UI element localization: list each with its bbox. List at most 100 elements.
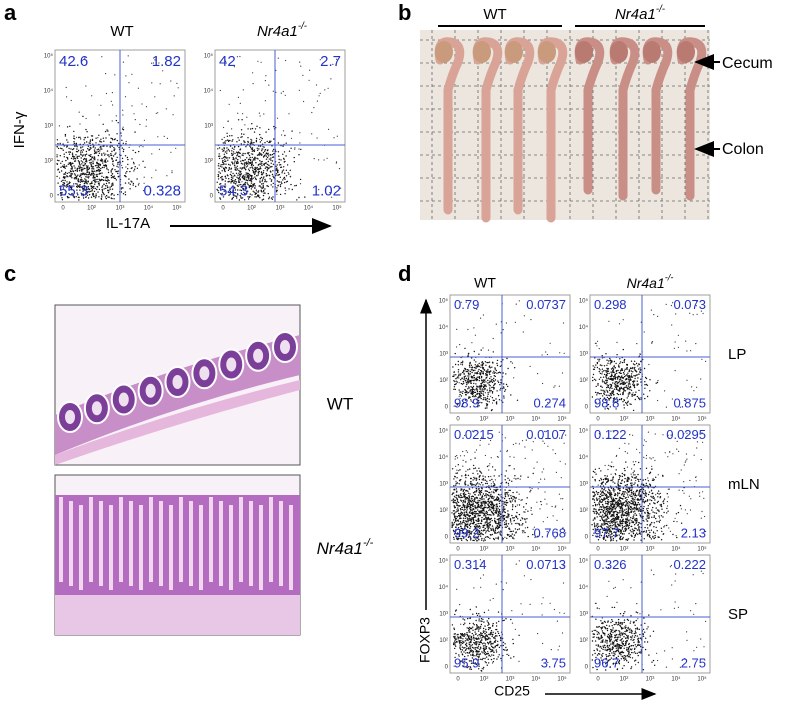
cell-dot xyxy=(74,161,75,162)
cell-dot xyxy=(470,520,471,521)
cell-dot xyxy=(455,374,456,375)
cell-dot xyxy=(127,157,128,158)
cell-dot xyxy=(101,141,102,142)
cell-dot xyxy=(503,383,504,384)
cell-dot xyxy=(478,483,479,484)
cell-dot xyxy=(623,404,624,405)
cell-dot xyxy=(632,395,633,396)
cell-dot xyxy=(484,385,485,386)
cell-dot xyxy=(282,171,283,172)
cell-dot xyxy=(264,181,265,182)
cell-dot xyxy=(224,154,225,155)
cell-dot xyxy=(604,521,605,522)
cell-dot xyxy=(222,160,223,161)
cell-dot xyxy=(666,512,667,513)
cell-dot xyxy=(99,114,100,115)
cell-dot xyxy=(61,170,62,171)
cell-dot xyxy=(457,472,458,473)
cell-dot xyxy=(472,377,473,378)
cell-dot xyxy=(504,498,505,499)
cell-dot xyxy=(102,189,103,190)
cell-dot xyxy=(105,161,106,162)
cell-dot xyxy=(102,163,103,164)
cell-dot xyxy=(499,399,500,400)
cell-dot xyxy=(537,373,538,374)
cell-dot xyxy=(268,129,269,130)
cell-dot xyxy=(242,153,243,154)
cell-dot xyxy=(484,495,485,496)
cell-dot xyxy=(499,432,500,433)
cell-dot xyxy=(651,500,652,501)
cell-dot xyxy=(635,375,636,376)
cell-dot xyxy=(616,342,617,343)
cell-dot xyxy=(626,382,627,383)
cell-dot xyxy=(138,151,139,152)
crypt-gland xyxy=(289,505,293,590)
cell-dot xyxy=(516,492,517,493)
cell-dot xyxy=(603,393,604,394)
crypt-gland xyxy=(79,505,83,590)
cell-dot xyxy=(486,403,487,404)
cell-dot xyxy=(458,513,459,514)
cell-dot xyxy=(227,136,228,137)
cell-dot xyxy=(530,510,531,511)
cell-dot xyxy=(102,190,103,191)
cell-dot xyxy=(495,479,496,480)
cell-dot xyxy=(85,154,86,155)
cell-dot xyxy=(272,150,273,151)
cell-dot xyxy=(264,188,265,189)
cell-dot xyxy=(612,382,613,383)
cell-dot xyxy=(244,174,245,175)
cell-dot xyxy=(252,151,253,152)
cell-dot xyxy=(469,496,470,497)
cell-dot xyxy=(239,175,240,176)
cell-dot xyxy=(241,168,242,169)
cell-dot xyxy=(467,521,468,522)
cell-dot xyxy=(600,393,601,394)
cell-dot xyxy=(465,498,466,499)
cell-dot xyxy=(482,484,483,485)
cell-dot xyxy=(606,365,607,366)
cell-dot xyxy=(90,139,91,140)
cell-dot xyxy=(666,508,667,509)
cell-dot xyxy=(646,468,647,469)
cell-dot xyxy=(479,475,480,476)
cell-dot xyxy=(314,158,315,159)
cell-dot xyxy=(80,173,81,174)
cell-dot xyxy=(68,148,69,149)
cell-dot xyxy=(254,196,255,197)
cell-dot xyxy=(478,488,479,489)
cell-dot xyxy=(482,382,483,383)
cell-dot xyxy=(468,518,469,519)
cell-dot xyxy=(455,511,456,512)
cell-dot xyxy=(218,174,219,175)
cell-dot xyxy=(71,158,72,159)
cell-dot xyxy=(75,170,76,171)
cell-dot xyxy=(488,476,489,477)
cell-dot xyxy=(106,158,107,159)
cell-dot xyxy=(620,509,621,510)
cell-dot xyxy=(95,138,96,139)
x-tick-label: 10⁵ xyxy=(697,416,707,423)
cell-dot xyxy=(606,509,607,510)
cell-dot xyxy=(111,194,112,195)
cell-dot xyxy=(285,95,286,96)
x-tick-label: 10³ xyxy=(276,206,285,212)
cell-dot xyxy=(114,74,115,75)
cell-dot xyxy=(134,169,135,170)
cell-dot xyxy=(78,166,79,167)
cell-dot xyxy=(127,164,128,165)
cell-dot xyxy=(136,178,137,179)
cell-dot xyxy=(605,353,606,354)
cell-dot xyxy=(489,399,490,400)
cell-dot xyxy=(97,181,98,182)
cell-dot xyxy=(611,373,612,374)
cell-dot xyxy=(604,365,605,366)
cell-dot xyxy=(631,394,632,395)
cell-dot xyxy=(269,141,270,142)
cell-dot xyxy=(455,500,456,501)
cell-dot xyxy=(254,176,255,177)
cell-dot xyxy=(477,366,478,367)
cell-dot xyxy=(133,162,134,163)
cell-dot xyxy=(598,498,599,499)
